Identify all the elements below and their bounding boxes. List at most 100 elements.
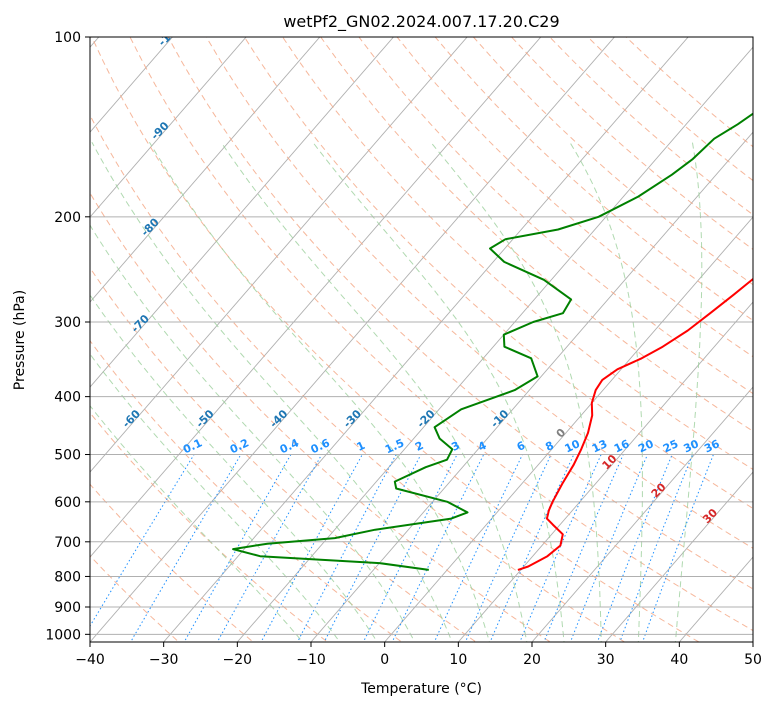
- mixing-ratio-label: 0.2: [228, 436, 251, 456]
- x-tick-label: 30: [597, 652, 615, 668]
- isotherm-label: -90: [148, 119, 171, 142]
- mixing-ratio-line: [489, 454, 575, 642]
- isotherm-line: [90, 37, 321, 303]
- y-tick-label: 900: [54, 600, 81, 616]
- x-tick-label: −40: [75, 652, 105, 668]
- isotherm-line: [90, 37, 247, 218]
- dry-adiabat: [90, 339, 403, 642]
- moist-adiabat: [148, 141, 490, 642]
- isotherm-line: [384, 216, 753, 642]
- x-tick-label: −20: [223, 652, 253, 668]
- mixing-ratio-line: [260, 454, 363, 642]
- mixing-ratio-label: 30: [682, 437, 702, 455]
- dewpoint-profile: [232, 112, 753, 571]
- dry-adiabat: [243, 37, 753, 510]
- y-tick-label: 1000: [45, 627, 81, 643]
- dry-adiabat: [205, 37, 753, 549]
- x-tick-label: 20: [523, 652, 541, 668]
- y-tick-label: 400: [54, 390, 81, 406]
- dry-adiabat: [358, 37, 753, 395]
- mixing-ratio-label: 0.4: [278, 436, 301, 456]
- dry-adiabat: [434, 37, 753, 322]
- isotherm-line: [90, 37, 395, 388]
- y-tick-label: 300: [54, 315, 81, 331]
- x-tick-label: 10: [449, 652, 467, 668]
- isotherm-line: [457, 301, 753, 642]
- dry-adiabat: [91, 37, 700, 642]
- isotherm-line: [678, 556, 753, 642]
- isotherm-line: [310, 131, 753, 642]
- dry-adiabat: [167, 37, 753, 590]
- mixing-ratio-line: [391, 454, 485, 642]
- dry-adiabat: [396, 37, 753, 358]
- moist-adiabat: [312, 141, 565, 642]
- y-tick-label: 100: [54, 30, 81, 46]
- mixing-ratio-label: 0.1: [181, 436, 204, 456]
- plot-frame: [89, 36, 754, 643]
- isotherm-label: -60: [120, 407, 143, 430]
- isotherm-label: 30: [700, 506, 720, 526]
- mixing-ratio-line: [543, 454, 624, 642]
- mixing-ratio-line: [619, 454, 694, 642]
- x-tick-label: 40: [670, 652, 688, 668]
- moist-adiabat: [569, 141, 643, 642]
- dry-adiabat: [90, 483, 254, 642]
- isotherm-label: -70: [129, 312, 152, 335]
- mixing-ratio-label: 25: [661, 437, 680, 455]
- mixing-ratio-label: 6: [515, 439, 528, 454]
- dry-adiabat: [90, 192, 552, 642]
- isotherm-line: [90, 37, 616, 642]
- dry-adiabat: [473, 37, 753, 286]
- mixing-ratio-label: 4: [476, 439, 489, 454]
- x-axis-label: Temperature (°C): [360, 681, 482, 697]
- isotherm-line: [163, 37, 689, 642]
- y-tick-label: 500: [54, 448, 81, 464]
- isotherm-line: [90, 37, 174, 133]
- isotherm-label: 20: [649, 480, 669, 500]
- isotherm-line: [90, 37, 542, 558]
- y-tick-label: 700: [54, 535, 81, 551]
- y-tick-label: 800: [54, 569, 81, 585]
- isotherm-label: -40: [267, 407, 290, 430]
- moist-adiabat: [91, 141, 453, 642]
- mixing-ratio-line: [130, 454, 242, 642]
- x-tick-label: −10: [296, 652, 326, 668]
- dry-adiabat: [549, 37, 753, 216]
- moist-adiabat: [430, 141, 602, 642]
- x-tick-label: −30: [149, 652, 179, 668]
- mixing-ratio-line: [216, 454, 323, 642]
- isotherm-line: [531, 386, 753, 642]
- isotherm-label: -80: [139, 215, 162, 238]
- mixing-ratio-line: [569, 454, 648, 642]
- mixing-ratio-label: 16: [612, 437, 632, 455]
- sounding-series: [232, 112, 753, 571]
- mixing-ratio-line: [642, 454, 714, 642]
- mixing-ratio-label: 1: [355, 439, 367, 454]
- mixing-ratio-label: 10: [563, 437, 583, 455]
- y-tick-label: 600: [54, 495, 81, 511]
- isotherm-line: [236, 46, 753, 642]
- dry-adiabat: [282, 37, 753, 471]
- mixing-ratio-label: 13: [590, 437, 609, 455]
- plot-background-lines: [90, 37, 753, 642]
- chart-title: wetPf2_GN02.2024.007.17.20.C29: [283, 12, 559, 32]
- temperature-profile: [517, 277, 753, 571]
- mixing-ratio-label: 36: [702, 437, 722, 455]
- mixing-ratio-line: [433, 454, 523, 642]
- mixing-ratio-line: [296, 454, 397, 642]
- dry-adiabat: [511, 37, 753, 251]
- mixing-ratio-line: [596, 454, 673, 642]
- isotherm-label: -50: [193, 407, 216, 430]
- dry-adiabat: [90, 555, 180, 642]
- isotherm-line: [605, 471, 753, 642]
- dry-adiabat: [90, 114, 626, 642]
- mixing-ratio-label: 1.5: [383, 436, 406, 456]
- x-tick-label: 50: [744, 652, 762, 668]
- mixing-ratio-label: 20: [636, 437, 656, 455]
- y-axis: 100 200 300 400 500 600 700 800 900 1000: [45, 30, 90, 643]
- x-tick-label: 0: [380, 652, 389, 668]
- x-axis: −40 −30 −20 −10 0 10 20 30 40 50: [75, 642, 762, 668]
- dry-adiabat: [90, 266, 477, 642]
- mixing-ratio-label: 0.6: [309, 436, 332, 456]
